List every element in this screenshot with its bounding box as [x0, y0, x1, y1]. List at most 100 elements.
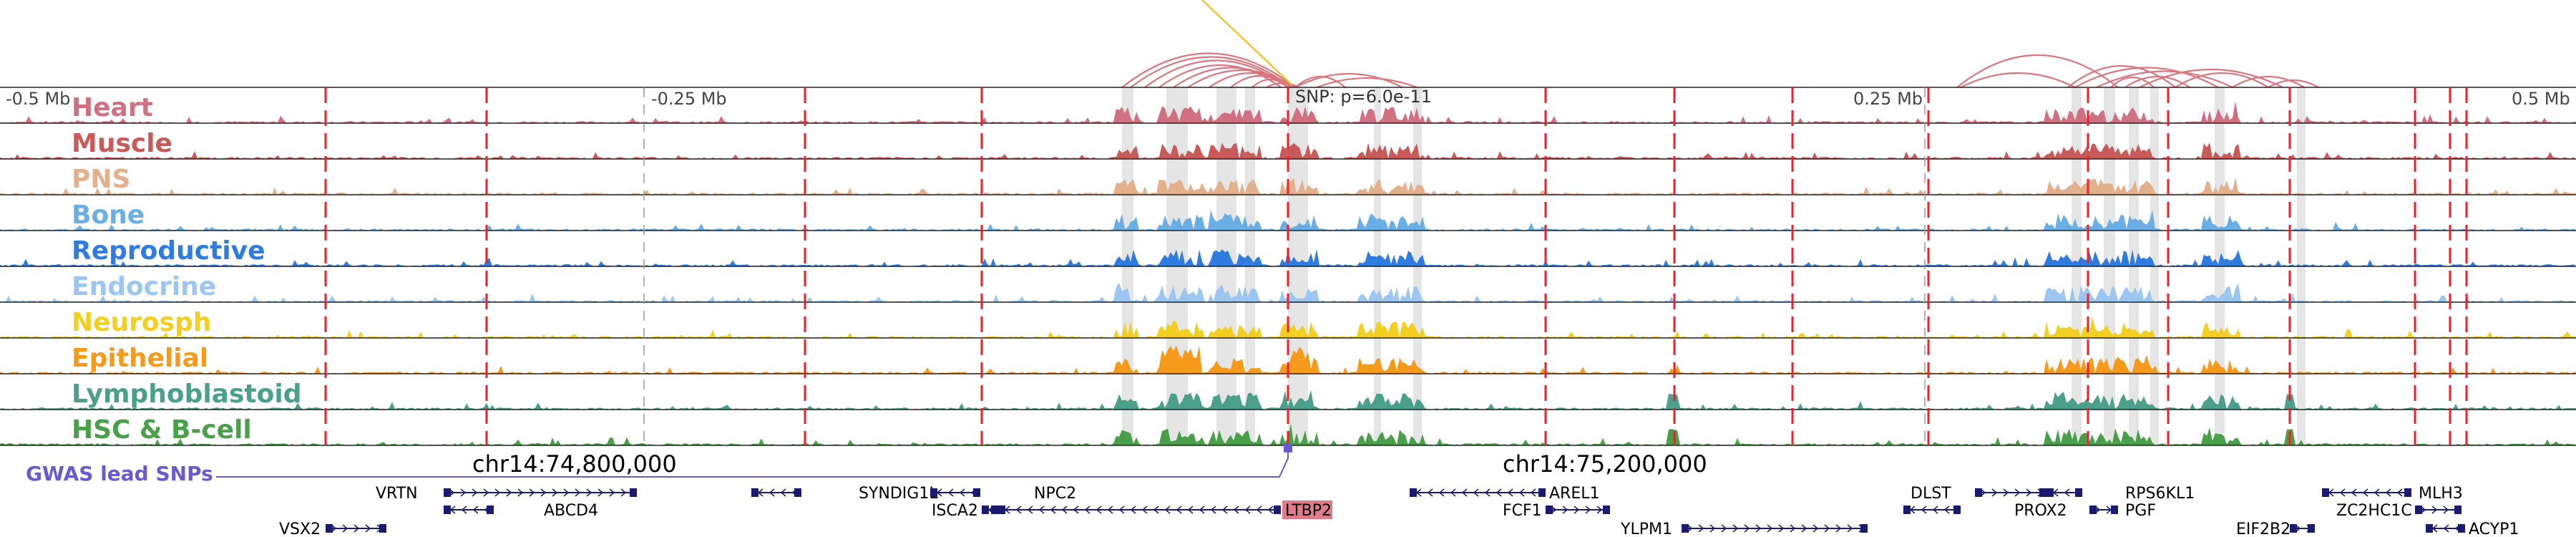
strand-chevron [1130, 505, 1136, 514]
gene-mlh3[interactable]: MLH3 [2322, 485, 2463, 503]
track-label: Heart [72, 93, 153, 122]
strand-chevron [2443, 524, 2449, 533]
gene-dlst[interactable]: DLST [1911, 485, 2046, 503]
gene-label: YLPM1 [1620, 521, 1672, 537]
strand-chevron [1778, 524, 1785, 533]
strand-chevron [1921, 505, 1927, 514]
strand-chevron [2351, 488, 2357, 497]
interaction-arc [1960, 72, 2076, 88]
strand-chevron [353, 524, 360, 533]
gene-pgf[interactable]: PGF [2089, 502, 2156, 520]
strand-chevron [2431, 505, 2438, 514]
interaction-arc [1130, 56, 1292, 88]
gene-annotations: VRTN ABCD4 VSX2 SYNDIG1L NPC2 ISCA2 LTBP2 AREL1… [279, 485, 2519, 537]
strand-chevron [1790, 524, 1796, 533]
gene-prox2[interactable]: PROX2 [1903, 502, 2067, 520]
strand-chevron [461, 505, 467, 514]
scale-right-mid: 0.25 Mb [1853, 89, 1923, 109]
gene-npc2[interactable]: NPC2 [930, 485, 1076, 503]
scale-right: 0.5 Mb [2512, 89, 2570, 109]
exon [487, 505, 494, 514]
strand-chevron [575, 488, 581, 497]
interaction-arc [2268, 79, 2319, 88]
exon [326, 524, 333, 533]
strand-chevron [2396, 488, 2403, 497]
interaction-arc [1294, 73, 1403, 88]
gene-abcd4[interactable]: ABCD4 [444, 502, 598, 520]
gene-label: PGF [2125, 502, 2156, 520]
gene-ylpm1[interactable]: YLPM1 [1620, 521, 1868, 537]
exon [379, 524, 386, 533]
strand-chevron [1233, 505, 1239, 514]
gene-isca2[interactable]: ISCA2 [932, 502, 998, 520]
strand-chevron [1530, 488, 1536, 497]
interaction-arc [2096, 70, 2233, 88]
strand-chevron [1267, 505, 1274, 514]
gene-syndig1l[interactable]: SYNDIG1L [751, 485, 938, 503]
gene-arel1[interactable]: AREL1 [1410, 485, 1600, 503]
gene-acyp1[interactable]: ACYP1 [2426, 521, 2519, 537]
exon [2111, 505, 2118, 514]
strand-chevron [1015, 505, 1022, 514]
gene-label: VSX2 [279, 521, 321, 537]
strand-chevron [1847, 524, 1853, 533]
gene-label: LTBP2 [1285, 502, 1332, 520]
exon [2322, 488, 2329, 497]
gene-vsx2[interactable]: VSX2 [279, 521, 386, 537]
strand-chevron [1176, 505, 1182, 514]
strand-chevron [1991, 488, 1998, 497]
snp-pvalue-label: SNP: p=6.0e-11 [1295, 87, 1432, 107]
gene-vrtn[interactable]: VRTN [376, 485, 637, 503]
strand-chevron [1801, 524, 1807, 533]
track-label: HSC & B-cell [72, 415, 252, 445]
strand-chevron [1744, 524, 1750, 533]
scale-left: -0.5 Mb [6, 89, 70, 109]
coord-right: chr14:75,200,000 [1503, 450, 1707, 478]
exon [1274, 505, 1281, 514]
exon [2046, 488, 2054, 497]
track-labels: Heart Muscle PNS Bone Reproductive Endocrine N… [72, 93, 302, 445]
gene-label: ACYP1 [2469, 521, 2519, 537]
interaction-arc [1121, 52, 1296, 88]
gene-label: PROX2 [2014, 502, 2067, 520]
gene-label: ZC2HC1C [2336, 502, 2412, 520]
gene-zc2hc1c[interactable]: ZC2HC1C [2336, 502, 2462, 520]
strand-chevron [1943, 505, 1950, 514]
interaction-arc [1187, 69, 1296, 88]
exon [444, 488, 451, 497]
strand-chevron [2373, 488, 2380, 497]
track-label: Reproductive [72, 236, 265, 266]
exon [2415, 505, 2422, 514]
strand-chevron [1824, 524, 1830, 533]
strand-chevron [1073, 505, 1079, 514]
interaction-arc [1956, 54, 2119, 88]
gwas-row: GWAS lead SNPs [26, 444, 1292, 485]
strand-chevron [2014, 488, 2021, 497]
gene-ltbp2[interactable]: LTBP2 [998, 500, 1332, 520]
track-signal [0, 142, 2576, 159]
gene-fcf1[interactable]: FCF1 [1503, 502, 1610, 520]
strand-chevron [609, 488, 615, 497]
exon [1410, 488, 1417, 497]
strand-chevron [597, 488, 604, 497]
strand-chevron [506, 488, 512, 497]
strand-chevron [1118, 505, 1125, 514]
gene-rps6kl1[interactable]: RPS6KL1 [2046, 485, 2195, 503]
strand-chevron [1507, 488, 1513, 497]
strand-chevron [2362, 488, 2368, 497]
gwas-snp-marker [1284, 444, 1292, 453]
strand-chevron [1484, 488, 1491, 497]
highlight-gene-bg [1282, 500, 1332, 519]
gene-eif2b2[interactable]: EIF2B2 [2236, 521, 2315, 537]
strand-chevron [959, 488, 965, 497]
strand-chevron [1096, 505, 1102, 514]
strand-chevron [1038, 505, 1045, 514]
exon [630, 488, 637, 497]
strand-chevron [563, 488, 570, 497]
exon [444, 505, 451, 514]
strand-chevron [1244, 505, 1251, 514]
strand-chevron [472, 488, 478, 497]
strand-chevron [1585, 505, 1591, 514]
exon [1903, 505, 1911, 514]
gwas-lead-line [216, 448, 1289, 478]
